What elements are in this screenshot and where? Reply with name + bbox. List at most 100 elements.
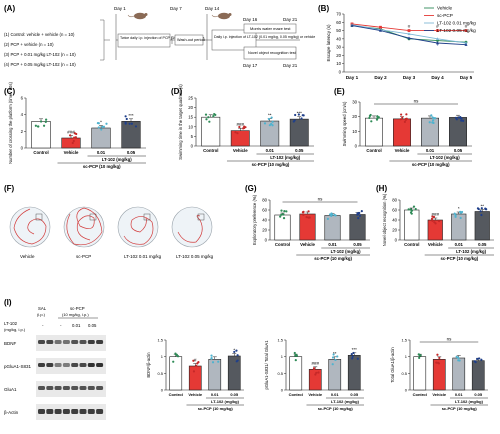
data-point — [436, 353, 439, 356]
group-4-label: (4) PCP + 0.05 mg/kg LT-102 (n = 10) — [4, 62, 76, 67]
data-point — [431, 215, 434, 218]
data-point — [434, 222, 437, 225]
blot-band — [71, 363, 79, 367]
data-point — [302, 114, 305, 117]
panel-i-gluA1-bar-chart: 0 0.5 1 1.5 Total GluA1/β-actin Control Vehicl… — [390, 337, 488, 411]
data-point — [271, 124, 274, 127]
y-tick-label: 0 — [21, 146, 24, 151]
blot-band — [62, 409, 70, 414]
series-point — [464, 29, 468, 32]
bar-001 — [208, 359, 222, 391]
data-point — [358, 211, 361, 215]
data-point — [480, 213, 483, 217]
y-axis-label: pGluA1-S831/ Total GluA1 — [264, 340, 269, 390]
swim-track-lt102-001 — [117, 206, 159, 248]
data-point — [370, 120, 373, 123]
series-point — [407, 29, 411, 32]
data-point — [101, 125, 104, 128]
data-point — [270, 116, 273, 119]
data-point — [399, 118, 402, 121]
x-tick-label: 0.01 — [426, 148, 435, 153]
panel-h-letter: (H) — [376, 184, 387, 193]
lt102-label: LT-102 (mg/kg) — [430, 155, 461, 160]
blot-band — [71, 386, 79, 390]
significance-mark: # — [436, 24, 439, 30]
data-point — [476, 357, 479, 361]
data-point — [208, 120, 211, 123]
series-point — [436, 29, 439, 32]
data-point — [315, 371, 318, 374]
data-point — [285, 210, 288, 213]
blot-band — [87, 340, 95, 344]
bar-005 — [449, 117, 467, 147]
panel-d-letter: (D) — [171, 87, 182, 96]
x-tick-label: 0.05 — [127, 150, 136, 155]
x-tick-label: 0.05 — [353, 242, 362, 247]
swim-track-sc-pcp — [63, 206, 105, 248]
data-point — [124, 121, 127, 124]
y-tick-label: 60 — [392, 208, 397, 213]
data-point — [302, 213, 305, 216]
lt102-label: LT-102 (mg/kg) — [331, 249, 362, 254]
lt102-label: LT-102 (mg/kg) — [331, 399, 360, 404]
x-tick-label: 0.01 — [97, 150, 106, 155]
series-point — [350, 24, 354, 27]
series-point — [379, 28, 382, 32]
x-tick-label: 0.01 — [328, 242, 337, 247]
panel-d-bar-chart: (D) 0 5 10 15 20 25 Swimming time in the targe… — [171, 84, 314, 167]
blot-band — [96, 409, 104, 414]
x-tick-label: 0.05 — [230, 392, 239, 397]
x-tick-label: Vehicle — [395, 148, 410, 153]
x-tick-label: 0.01 — [331, 392, 340, 397]
bar-control — [201, 116, 221, 147]
sc-pcp-label: sc-PCP (10 mg/kg) — [318, 406, 354, 411]
data-point — [124, 115, 127, 118]
bar-control — [31, 121, 51, 149]
lt102-label: LT-102 (mg/kg) — [270, 155, 301, 160]
significance-mark: # — [194, 358, 197, 363]
data-point — [263, 122, 267, 125]
x-tick-label: 0.05 — [350, 392, 359, 397]
data-point — [314, 373, 317, 376]
x-tick-label: 0.01 — [455, 242, 464, 247]
blot-lt-label: LT-102 — [4, 321, 18, 326]
data-point — [480, 358, 483, 361]
blot-band — [38, 409, 45, 414]
y-tick-label: 30 — [336, 45, 341, 50]
data-point — [419, 354, 422, 357]
blot-band — [46, 386, 54, 390]
bar-005 — [474, 211, 490, 241]
data-point — [417, 353, 420, 356]
swim-track-vehicle — [9, 206, 51, 248]
y-axis-label: Novel object recognition (%) — [382, 193, 387, 246]
data-point — [457, 356, 460, 360]
bar-005 — [471, 360, 485, 391]
data-point — [234, 131, 237, 134]
data-point — [210, 357, 213, 360]
significance-mark: * — [437, 43, 439, 49]
significance-mark: *** — [352, 347, 358, 352]
blot-band — [46, 363, 54, 367]
significance-mark: ** — [268, 113, 272, 118]
data-point — [401, 116, 404, 119]
protein-label-bdnf: BDNF — [4, 341, 17, 346]
y-tick-label: 60 — [262, 208, 267, 213]
data-point — [455, 355, 458, 358]
data-point — [96, 121, 100, 125]
legend-label-1: sc-PCP — [437, 13, 453, 18]
panel-c-letter: (C) — [4, 87, 15, 96]
significance-mark: # — [408, 24, 411, 30]
data-point — [204, 113, 208, 116]
sc-pcp-label: sc-PCP (10 mg/kg) — [412, 162, 450, 167]
panel-e-bar-chart: (E) 0 10 20 30 Swimming speed (cm/s) Control V… — [334, 87, 472, 167]
pcp-injection-text: Twice daily i.p. injection of PCP (10 mg… — [120, 36, 204, 40]
data-point — [479, 210, 482, 213]
series-point — [407, 36, 411, 40]
data-point — [410, 212, 413, 215]
data-point — [331, 356, 335, 359]
y-tick-label: 20 — [336, 53, 341, 58]
bar-001 — [91, 127, 111, 149]
data-point — [42, 124, 46, 127]
data-point — [412, 205, 416, 208]
data-point — [432, 117, 436, 120]
